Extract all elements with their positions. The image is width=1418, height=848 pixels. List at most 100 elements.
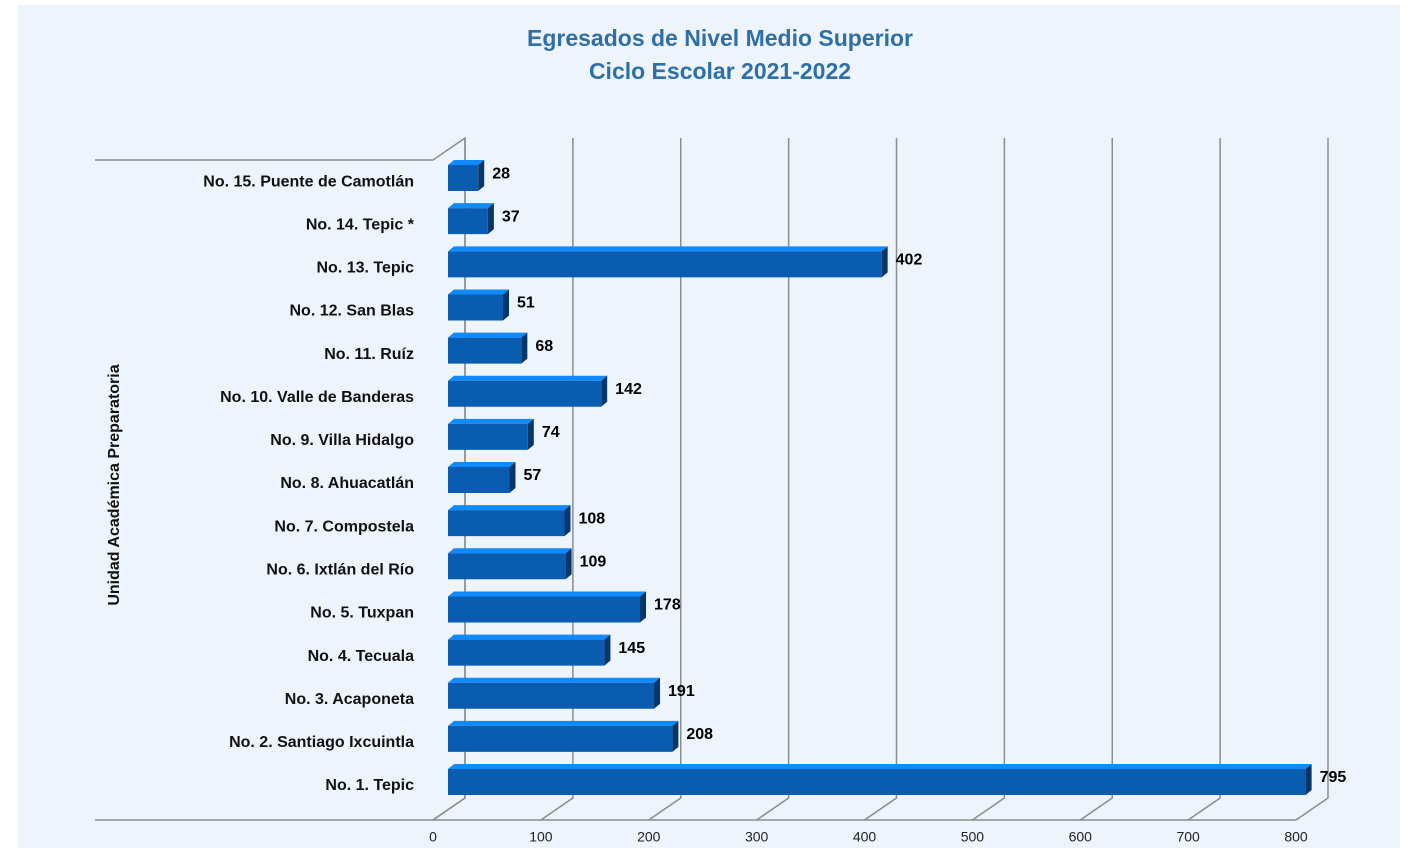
bar-side [654,677,661,709]
bar [448,332,528,364]
bar-side [527,418,534,450]
value-label: 109 [580,554,607,571]
y-tick-label: No. 8. Ahuacatlán [280,475,414,492]
grid-line [971,138,1006,821]
bar-top [448,418,534,424]
bar-side [565,548,572,580]
bar-side [1305,764,1312,795]
bar-top [448,677,661,683]
grid-line [1295,138,1329,821]
bar-top [448,160,485,166]
value-label: 142 [615,381,642,398]
y-tick-label: No. 2. Santiago Ixcuintla [229,734,414,751]
value-label: 51 [517,295,535,312]
bar-side [478,160,485,192]
y-tick-label: No. 14. Tepic * [306,216,415,233]
bar-front [448,337,522,364]
bar-front [448,251,882,278]
value-label: 795 [1320,769,1347,786]
bar-side [601,375,608,407]
x-tick-label: 600 [1069,829,1093,845]
bar-top [448,289,510,295]
value-label: 145 [618,640,645,657]
bar-side [521,332,528,364]
y-axis-label: Unidad Académica Preparatoria [106,364,123,605]
bar-front [448,682,655,709]
value-label: 68 [535,338,553,355]
bar-top [448,764,1312,769]
chart-title: Egresados de Nivel Medio Superior [527,25,913,51]
x-tick-label: 500 [961,829,985,845]
bar-top [448,591,647,597]
bar-front [448,208,488,235]
value-label: 191 [668,683,695,700]
bar-top [448,548,572,554]
y-tick-label: No. 12. San Blas [290,303,415,320]
y-tick-label: No. 3. Acaponeta [285,691,414,708]
bar-front [448,639,605,666]
y-tick-label: No. 11. Ruíz [324,346,414,363]
x-tick-label: 200 [637,829,661,845]
grid-line [864,138,898,821]
x-tick-label: 700 [1176,829,1200,845]
bar-side [503,289,510,321]
bar-side [640,591,647,623]
bar-side [604,634,611,666]
bar-front [448,467,510,494]
value-label: 57 [523,467,541,484]
y-tick-label: No. 6. Ixtlán del Río [266,562,414,579]
grid-line [648,138,682,821]
bar-top [448,505,571,511]
bar-front [448,294,504,321]
chart-subtitle: Ciclo Escolar 2021-2022 [589,58,851,84]
bar [448,246,888,278]
bar-top [448,634,611,640]
bar-front [448,423,528,450]
value-label: 74 [542,424,560,441]
bar [448,418,534,450]
bar [448,505,571,537]
y-tick-label: No. 4. Tecuala [308,648,415,665]
bar-top [448,246,888,252]
bar-side [881,246,888,278]
bar-top [448,203,494,209]
bar-front [448,553,566,580]
grid-line [1079,138,1113,821]
y-tick-label: No. 7. Compostela [274,518,414,535]
bar-side [672,720,679,752]
y-tick-label: No. 5. Tuxpan [310,605,414,622]
bar-front [448,165,479,192]
bar-top [448,720,679,726]
y-tick-label: No. 1. Tepic [325,777,414,794]
bar-side [487,203,494,235]
bar-front [448,380,602,407]
y-tick-label: No. 10. Valle de Banderas [220,389,414,406]
grid-line [1187,138,1221,821]
grid-line [540,138,574,821]
y-tick-label: No. 13. Tepic [316,260,414,277]
x-tick-label: 400 [853,829,877,845]
bar [448,764,1312,795]
bar-side [564,505,571,537]
value-label: 178 [654,597,681,614]
value-label: 208 [686,726,713,743]
bar [448,634,611,666]
bar-front [448,769,1306,795]
grid-line [756,138,790,821]
value-label: 28 [492,165,510,182]
x-tick-label: 100 [529,829,553,845]
x-tick-label: 0 [429,829,437,845]
chart-background [18,5,1400,848]
bar-top [448,462,516,468]
bar [448,375,608,407]
y-tick-label: No. 9. Villa Hidalgo [270,432,414,449]
bar [448,548,572,580]
bar [448,462,516,494]
bar [448,720,679,752]
value-label: 402 [896,252,923,269]
bar-top [448,332,528,338]
bar-front [448,510,565,537]
bar-side [509,462,516,494]
bar [448,289,510,321]
